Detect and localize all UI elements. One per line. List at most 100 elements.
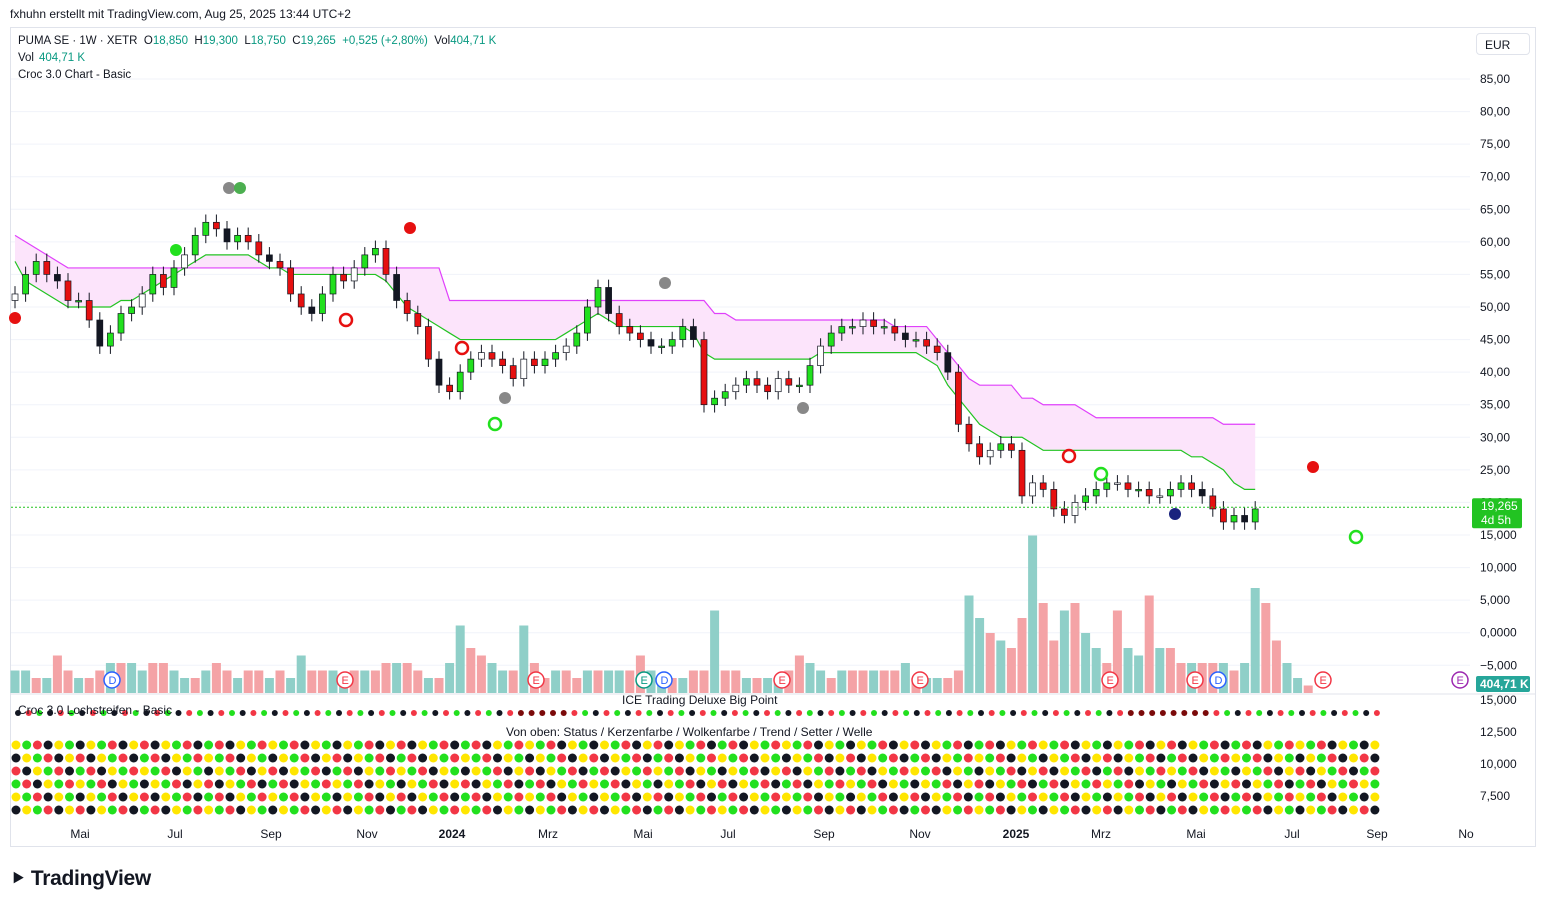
status-dot — [525, 753, 535, 763]
status-dot — [1199, 753, 1209, 763]
status-dot — [407, 779, 417, 789]
status-dot — [246, 792, 256, 802]
status-dot — [792, 766, 802, 776]
candle-body — [1018, 449, 1026, 497]
status-dot — [899, 766, 909, 776]
status-dot — [471, 805, 481, 815]
status-dot — [610, 805, 620, 815]
status-dot — [835, 792, 845, 802]
candle-body — [573, 332, 581, 347]
status-dot — [1038, 792, 1048, 802]
status-dot — [1188, 740, 1198, 750]
status-dot — [664, 753, 674, 763]
status-dot — [1263, 805, 1273, 815]
status-dot — [11, 766, 21, 776]
candle-body — [1082, 495, 1089, 503]
status-dot — [589, 779, 599, 789]
candle-body — [1167, 489, 1174, 497]
status-dot — [289, 779, 299, 789]
status-dot — [182, 779, 192, 789]
status-dot — [225, 740, 235, 750]
status-dot — [1349, 779, 1358, 789]
status-dot — [781, 792, 791, 802]
candle-body — [276, 261, 284, 269]
status-dot — [86, 740, 96, 750]
status-dot — [11, 740, 21, 750]
big-point-dot — [485, 710, 492, 716]
status-dot — [54, 766, 64, 776]
big-point-dot — [389, 710, 396, 716]
status-dot — [717, 753, 727, 763]
big-point-dot — [164, 710, 171, 716]
tradingview-logo[interactable]: ⯈ TradingView — [10, 867, 151, 891]
status-dot — [129, 766, 139, 776]
status-dot — [450, 779, 460, 789]
status-dot — [364, 805, 374, 815]
status-dot — [1263, 766, 1273, 776]
big-point-dot — [881, 710, 888, 716]
big-point-dot — [667, 710, 674, 716]
status-dot — [514, 779, 524, 789]
status-dot — [353, 766, 363, 776]
big-point-dot — [132, 710, 139, 716]
candle-body — [117, 313, 125, 334]
candle-body — [1124, 482, 1132, 490]
status-dot — [514, 766, 524, 776]
volume-bar — [127, 663, 137, 693]
status-dot — [54, 740, 64, 750]
candle-body — [764, 384, 771, 393]
volume-bar — [349, 670, 359, 693]
status-dot — [1327, 753, 1337, 763]
status-dot — [600, 766, 609, 776]
candle-body — [32, 261, 40, 275]
cloud-lower-line — [14, 254, 1256, 490]
candle-body — [679, 326, 687, 340]
currency-button[interactable]: EUR — [1476, 33, 1530, 55]
status-dot — [1060, 766, 1070, 776]
candle-body — [499, 358, 506, 366]
status-dot — [332, 779, 342, 789]
status-dot — [985, 753, 995, 763]
status-dot — [1338, 740, 1348, 750]
volume-bar — [1165, 648, 1175, 693]
panel-y-tick: 7,500 — [1480, 789, 1510, 803]
big-point-dot — [400, 710, 407, 716]
status-dot — [910, 740, 920, 750]
status-dot — [1242, 740, 1251, 750]
status-dot — [1284, 753, 1294, 763]
status-dot — [321, 766, 331, 776]
big-point-dot — [935, 710, 942, 716]
indicator-legend[interactable]: Croc 3.0 Chart - Basic — [18, 69, 132, 81]
volume-bar — [900, 663, 910, 693]
status-dot — [525, 792, 535, 802]
status-dot — [803, 740, 813, 750]
status-dot — [11, 805, 21, 815]
volume-bar — [10, 670, 20, 693]
big-point-dot — [314, 710, 321, 716]
status-dot — [268, 805, 278, 815]
status-dot — [514, 740, 524, 750]
status-dot — [642, 805, 652, 815]
status-dot — [214, 792, 224, 802]
vol-row-label[interactable]: Vol — [18, 52, 34, 64]
candle-body — [711, 397, 718, 406]
volume-bar — [434, 678, 444, 693]
status-dot — [268, 740, 278, 750]
candle-body — [1209, 495, 1217, 510]
status-dot — [22, 740, 32, 750]
candle-body — [562, 345, 570, 353]
status-dot — [428, 766, 438, 776]
status-dot — [54, 805, 64, 815]
status-dot — [1220, 792, 1230, 802]
status-dot — [664, 805, 674, 815]
status-dot — [1220, 805, 1230, 815]
status-dot — [1188, 779, 1198, 789]
status-dot — [482, 753, 492, 763]
status-dot — [1252, 766, 1262, 776]
status-dot — [985, 792, 995, 802]
big-point-dot — [15, 710, 21, 716]
symbol-name[interactable]: PUMA SE · 1W · XETR — [18, 35, 138, 47]
status-dot — [1135, 753, 1144, 763]
status-dot — [396, 792, 406, 802]
